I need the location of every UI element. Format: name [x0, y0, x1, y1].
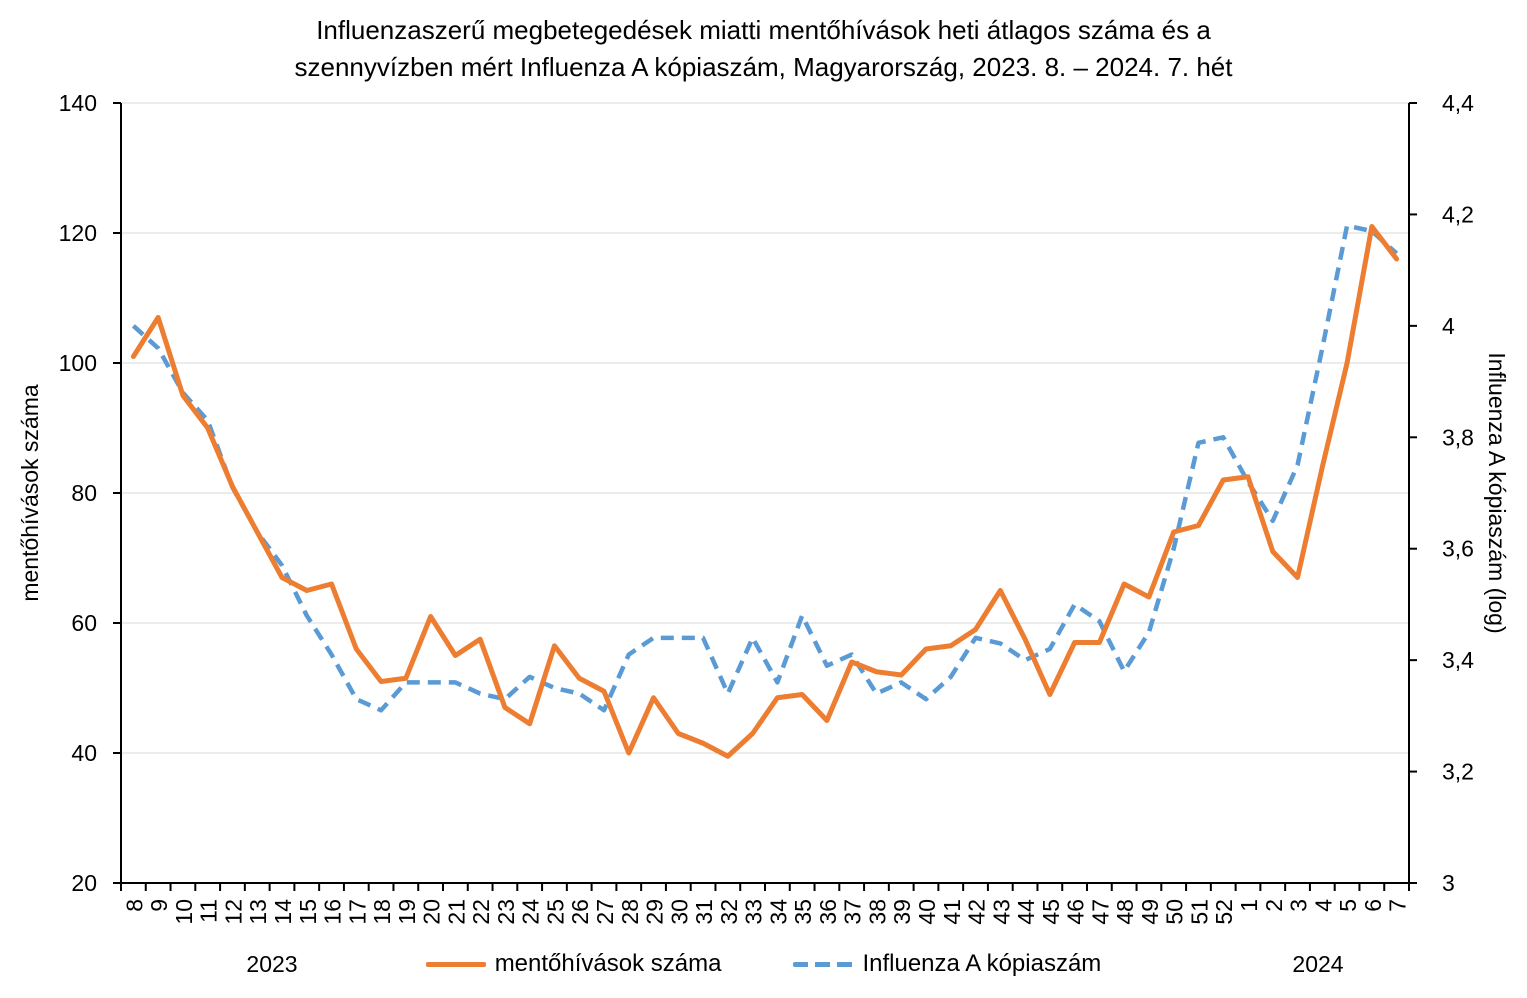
x-tick-label: 17 — [344, 899, 370, 925]
x-tick-label: 29 — [642, 899, 668, 925]
series-line-mentohivasok — [130, 224, 1400, 759]
x-tick-label: 45 — [1038, 899, 1064, 925]
x-tick-label: 27 — [592, 899, 618, 925]
y-right-tick-label: 3,2 — [1442, 759, 1474, 785]
x-tick-label: 43 — [988, 899, 1014, 925]
x-tick-label: 24 — [518, 899, 544, 925]
x-tick-label: 10 — [171, 899, 197, 925]
y-left-tick-label: 20 — [71, 870, 97, 896]
x-tick-label: 50 — [1162, 899, 1188, 925]
right-axis-title: Influenza A kópiaszám (log) — [1484, 352, 1510, 633]
x-tick-label: 35 — [790, 899, 816, 925]
y-left-tick-label: 60 — [71, 610, 97, 636]
legend-line-dashed-icon — [793, 961, 854, 967]
x-tick-label: 21 — [443, 899, 469, 925]
x-tick-label: 41 — [939, 899, 965, 925]
y-right-tick-label: 3 — [1442, 870, 1455, 896]
chart-title-line1: Influenzaszerű megbetegedések miatti men… — [316, 15, 1211, 45]
y-left-tick-label: 140 — [59, 90, 97, 116]
y-left-tick-label: 120 — [59, 220, 97, 246]
x-tick-label: 32 — [716, 899, 742, 925]
y-right-tick-label: 3,6 — [1442, 536, 1474, 562]
x-tick-label: 46 — [1063, 899, 1089, 925]
y-right-tick-label: 4,2 — [1442, 201, 1474, 227]
x-tick-label: 5 — [1335, 899, 1361, 912]
y-left-tick-label: 40 — [71, 740, 97, 766]
x-tick-label: 7 — [1385, 899, 1411, 912]
x-tick-label: 2 — [1261, 899, 1287, 912]
x-tick-label: 4 — [1310, 899, 1336, 912]
series-line-influenza-a — [131, 223, 1399, 713]
x-tick-label: 42 — [964, 899, 990, 925]
x-tick-label: 3 — [1286, 899, 1312, 912]
x-tick-label: 12 — [220, 899, 246, 925]
chart-title-line2: szennyvízben mért Influenza A kópiaszám,… — [294, 52, 1233, 82]
x-tick-label: 34 — [765, 899, 791, 925]
x-tick-label: 38 — [864, 899, 890, 925]
x-tick-label: 47 — [1087, 899, 1113, 925]
x-tick-label: 9 — [146, 899, 172, 912]
y-right-tick-label: 4,4 — [1442, 90, 1474, 116]
x-tick-label: 18 — [369, 899, 395, 925]
x-tick-label: 14 — [270, 899, 296, 925]
x-tick-label: 22 — [468, 899, 494, 925]
legend-label-influenza-a: Influenza A kópiaszám — [862, 950, 1102, 977]
x-tick-label: 30 — [666, 899, 692, 925]
chart-title: Influenzaszerű megbetegedések miatti men… — [0, 12, 1527, 86]
y-right-tick-label: 4 — [1442, 313, 1455, 339]
y-left-tick-label: 80 — [71, 480, 97, 506]
legend-item-influenza-a: Influenza A kópiaszám — [793, 950, 1101, 978]
x-tick-label: 13 — [245, 899, 271, 925]
x-axis-year-2023: 2023 — [246, 951, 298, 977]
x-tick-label: 11 — [196, 899, 222, 923]
x-tick-label: 16 — [320, 899, 346, 925]
legend: mentőhívások száma Influenza A kópiaszám — [0, 950, 1527, 978]
y-left-tick-label: 100 — [59, 350, 97, 376]
x-tick-label: 28 — [617, 899, 643, 925]
x-tick-label: 37 — [840, 899, 866, 925]
x-tick-label: 25 — [542, 899, 568, 925]
legend-line-solid-icon — [425, 961, 486, 967]
x-tick-label: 23 — [493, 899, 519, 925]
x-tick-label: 15 — [295, 899, 321, 925]
legend-item-mentohivasok: mentőhívások száma — [425, 950, 722, 978]
x-tick-label: 20 — [419, 899, 445, 925]
x-tick-label: 1 — [1236, 899, 1262, 912]
x-axis-year-2024: 2024 — [1292, 951, 1344, 977]
y-right-tick-label: 3,8 — [1442, 424, 1474, 450]
x-tick-label: 40 — [914, 899, 940, 925]
x-tick-label: 51 — [1186, 899, 1212, 925]
x-tick-label: 44 — [1013, 899, 1039, 925]
x-tick-label: 49 — [1137, 899, 1163, 925]
x-tick-label: 31 — [691, 899, 717, 925]
x-tick-label: 8 — [121, 899, 147, 912]
x-tick-label: 39 — [889, 899, 915, 925]
y-right-tick-label: 3,4 — [1442, 647, 1474, 673]
x-tick-label: 6 — [1360, 899, 1386, 912]
x-tick-label: 36 — [815, 899, 841, 925]
x-tick-label: 19 — [394, 899, 420, 925]
x-tick-label: 48 — [1112, 899, 1138, 925]
left-axis-title: mentőhívások száma — [17, 384, 43, 602]
x-tick-label: 52 — [1211, 899, 1237, 925]
x-tick-label: 33 — [741, 899, 767, 925]
x-tick-label: 26 — [567, 899, 593, 925]
legend-label-mentohivasok: mentőhívások száma — [494, 950, 722, 977]
